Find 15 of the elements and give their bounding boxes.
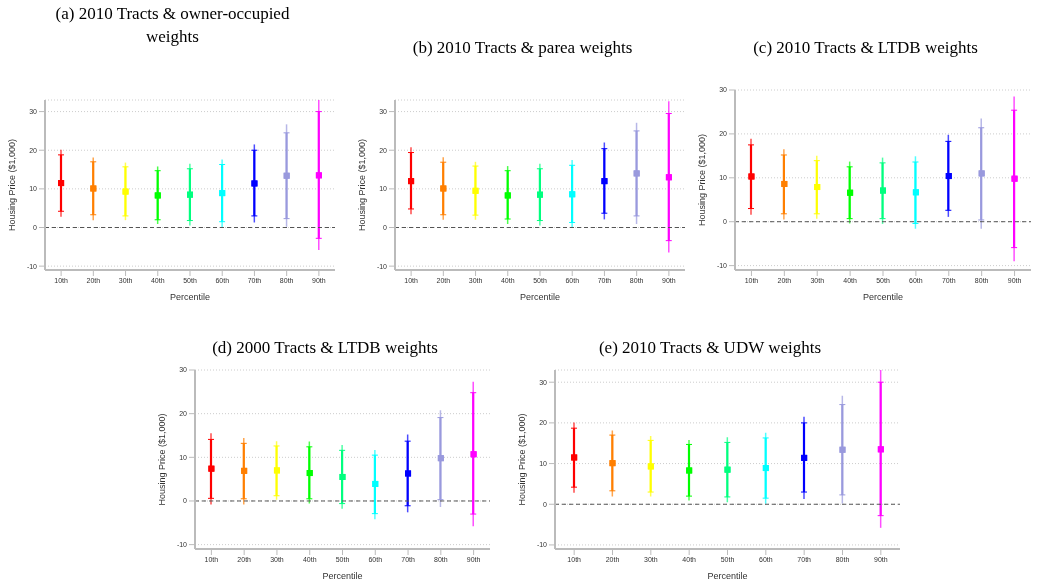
y-axis-title: Housing Price ($1,000) bbox=[7, 138, 18, 232]
chart-title: (b) 2010 Tracts & parea weights bbox=[411, 37, 634, 59]
y-axis-title: Housing Price ($1,000) bbox=[517, 413, 528, 506]
x-axis-title: Percentile bbox=[169, 292, 211, 302]
x-axis-title: Percentile bbox=[322, 571, 363, 579]
x-axis-title: Percentile bbox=[519, 292, 561, 302]
chart-title: (e) 2010 Tracts & UDW weights bbox=[597, 337, 823, 359]
chart-title: (a) 2010 Tracts & owner-occupied weights bbox=[54, 3, 291, 48]
x-axis-title: Percentile bbox=[707, 571, 748, 579]
chart-title: (c) 2010 Tracts & LTDB weights bbox=[752, 37, 979, 59]
y-axis-title: Housing Price ($1,000) bbox=[157, 413, 168, 506]
y-axis-title: Housing Price ($1,000) bbox=[357, 138, 368, 232]
y-axis-title: Housing Price ($1,000) bbox=[697, 133, 708, 227]
x-axis-title: Percentile bbox=[862, 292, 904, 302]
chart-title: (d) 2000 Tracts & LTDB weights bbox=[211, 337, 439, 359]
